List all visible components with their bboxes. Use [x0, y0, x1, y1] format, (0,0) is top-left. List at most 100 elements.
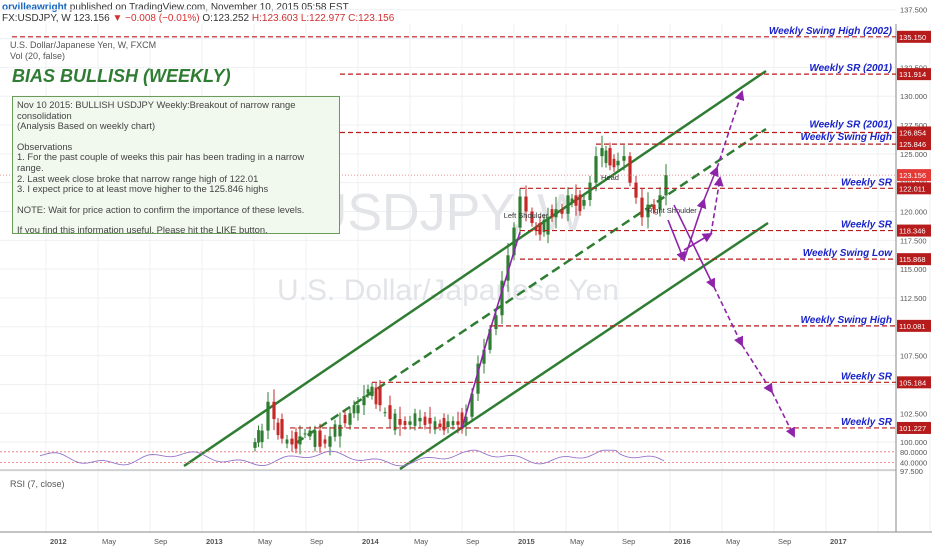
candle [428, 406, 432, 434]
price-axis-tag-label: 115.868 [899, 255, 926, 264]
candle-body [594, 156, 598, 183]
price-axis-tag-label: 122.011 [899, 184, 926, 193]
candle [333, 419, 337, 442]
y-tick-label: 132.500 [900, 63, 927, 72]
candle-body [566, 195, 570, 214]
author-link[interactable]: orvilleawright [2, 2, 68, 13]
candle [260, 423, 264, 449]
candle [464, 404, 468, 436]
candle [366, 384, 370, 399]
price-level-label: Weekly Swing High [801, 132, 893, 143]
price-axis-tag: 125.846 [897, 138, 931, 151]
candle [313, 425, 317, 452]
y-tick-label: 102.500 [900, 409, 927, 418]
candle [570, 193, 574, 208]
candle-body [488, 329, 492, 350]
candle-body [500, 280, 504, 316]
y-tick-label: 120.000 [900, 208, 927, 217]
candle-body [506, 255, 510, 281]
candle [308, 426, 312, 440]
price-axis-tag-bg [897, 376, 931, 389]
candle [658, 187, 662, 217]
candle-body [393, 413, 397, 431]
price-level-label: Weekly SR [841, 220, 893, 231]
analysis-note: Nov 10 2015: BULLISH USDJPY Weekly:Break… [12, 96, 340, 234]
candle [266, 392, 270, 440]
candle [294, 427, 298, 454]
candle [338, 412, 342, 448]
candle-body [470, 393, 474, 417]
channel-upper-line [183, 69, 767, 468]
candle [582, 195, 586, 210]
candle-body [318, 430, 322, 447]
candle [393, 409, 397, 435]
candle-body [266, 401, 270, 431]
projection-arrow [713, 286, 744, 347]
low-value: L:122.977 [300, 13, 346, 24]
candle [272, 389, 276, 431]
projection-arrow [771, 391, 795, 438]
candle [328, 426, 332, 456]
candle [438, 419, 442, 431]
bias-headline: BIAS BULLISH (WEEKLY) [12, 66, 231, 86]
projection-arrow [710, 176, 724, 235]
watermark-name: U.S. Dollar/Japanese Yen [277, 274, 619, 307]
candle-body [366, 389, 370, 394]
candle-body [574, 195, 578, 206]
symbol-info: FX:USDJPY, W 123.156 ▼ −0.008 (−0.01%) O… [2, 13, 394, 24]
channel-lower-line [399, 221, 769, 471]
candle [530, 207, 534, 227]
candle-body [272, 401, 276, 420]
price-axis-tag: 110.081 [897, 319, 931, 332]
y-tick-label: 97.500 [900, 467, 923, 476]
x-tick-label: May [414, 537, 428, 546]
x-tick-label: Sep [466, 537, 479, 546]
price-axis-tag: 122.011 [897, 182, 931, 195]
left-shoulder-label: Left Shoulder [504, 211, 549, 220]
candle [482, 338, 486, 374]
open-value: O:123.252 [202, 13, 250, 24]
candle-body [280, 419, 284, 439]
price-level-label: Weekly SR [841, 417, 893, 428]
price-axis-tag-label: 131.914 [899, 70, 926, 79]
main-series-legend: U.S. Dollar/Japanese Yen, W, FXCM [10, 40, 157, 50]
candle [356, 397, 360, 421]
candle-body [658, 195, 662, 210]
chart-header: orvilleawright published on TradingView.… [0, 0, 932, 24]
candle [560, 203, 564, 219]
candle [362, 385, 366, 416]
price-axis-tag: 135.150 [897, 30, 931, 43]
rsi-line [39, 449, 665, 467]
candle [383, 407, 387, 417]
note-line: 1. For the past couple of weeks this pai… [17, 151, 305, 163]
close-value: C:123.156 [348, 13, 395, 24]
price-axis-tag-bg [897, 253, 931, 266]
candle [257, 425, 260, 448]
candle [622, 145, 626, 171]
candle [594, 146, 598, 192]
candle-body [546, 217, 550, 235]
candle-body [362, 395, 366, 406]
candle-body [388, 405, 392, 420]
price-axis-tag: 126.854 [897, 126, 931, 139]
candle-body [494, 315, 498, 330]
candle [298, 425, 302, 455]
price-level-label: Weekly SR [841, 371, 893, 382]
candle-body [413, 413, 417, 426]
x-tick-label: Sep [622, 537, 635, 546]
symbol[interactable]: FX:USDJPY, W [2, 13, 71, 24]
x-tick-label: 2014 [362, 537, 380, 546]
candle [600, 135, 604, 168]
x-tick-label: Sep [154, 537, 167, 546]
note-line: 2. Last week close broke that narrow ran… [17, 172, 259, 184]
candle [608, 142, 612, 171]
candle-body [418, 417, 422, 422]
candle-body [260, 430, 264, 443]
x-tick-label: 2016 [674, 537, 691, 546]
candle-body [257, 430, 260, 443]
price-axis-tag-bg [897, 126, 931, 139]
candle-body [438, 423, 442, 428]
candle [418, 409, 422, 429]
projection-arrow [716, 90, 745, 169]
